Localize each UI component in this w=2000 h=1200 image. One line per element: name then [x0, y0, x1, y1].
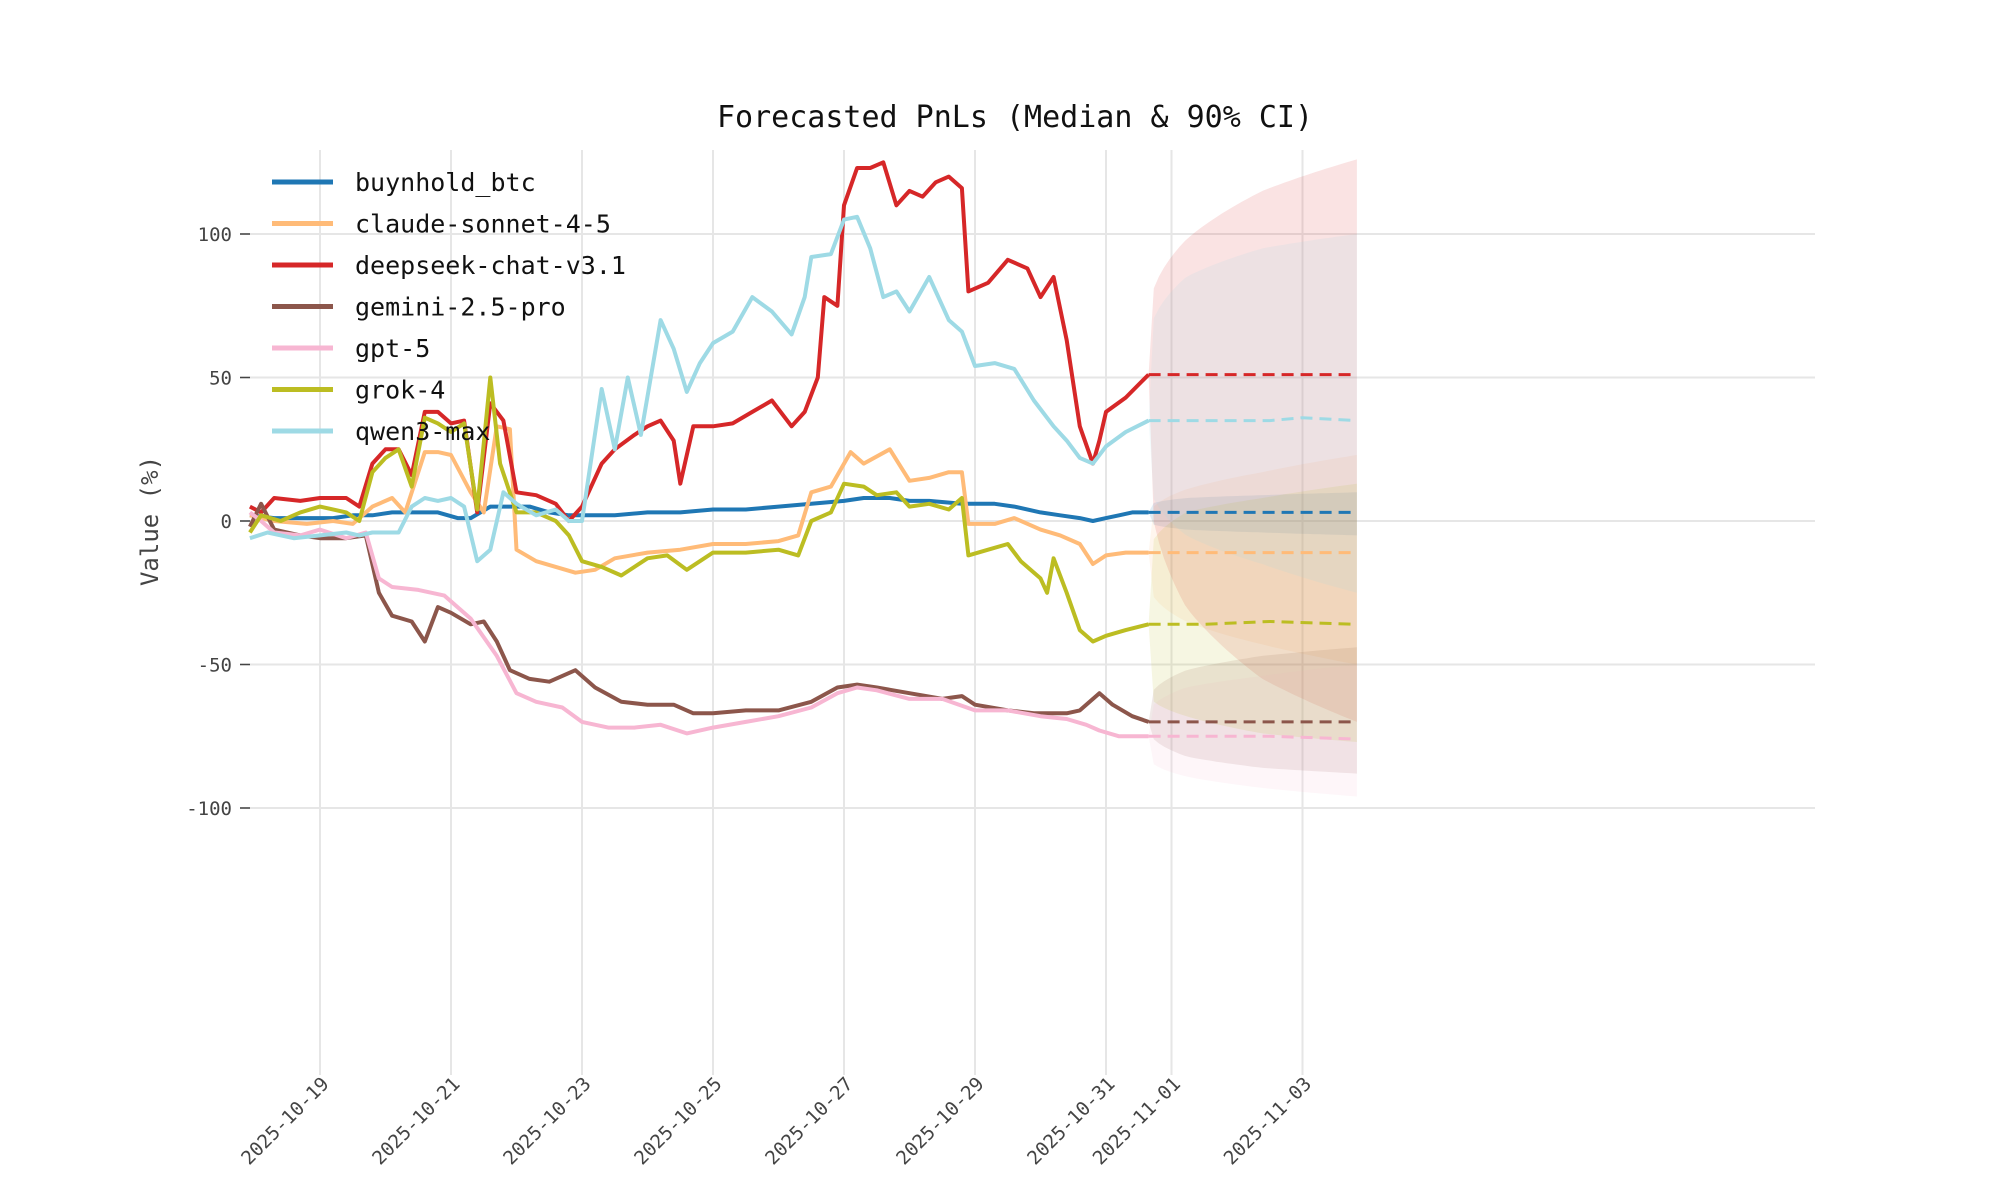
- x-tick-label: 2025-10-29: [892, 1073, 988, 1169]
- x-tick-label: 2025-11-03: [1220, 1073, 1316, 1169]
- legend-label: buynhold_btc: [355, 168, 536, 197]
- confidence-bands: [1148, 159, 1357, 797]
- axis-ticks: 2025-10-19 2025-10-21 2025-10-23 2025-10-25…: [186, 224, 1316, 1169]
- ci-band-claude-sonnet-4-5: [1148, 455, 1357, 665]
- median-forecast-line-grok-4: [1148, 619, 1357, 626]
- ci-band-deepseek-chat-v3-1: [1148, 159, 1357, 722]
- legend-item-gemini-2-5-pro: gemini-2.5-pro: [272, 293, 566, 322]
- median-forecast-line-qwen3-max: [1148, 416, 1357, 423]
- ci-band-gemini-2-5-pro: [1148, 647, 1357, 774]
- y-tick-label: -100: [186, 798, 232, 820]
- history-line-gpt-5: [248, 510, 1149, 739]
- ci-band-grok-4: [1148, 483, 1357, 742]
- legend-item-claude-sonnet-4-5: claude-sonnet-4-5: [272, 210, 611, 239]
- legend-label: deepseek-chat-v3.1: [355, 251, 626, 280]
- x-tick-label: 2025-10-21: [368, 1073, 464, 1169]
- legend-item-grok-4: grok-4: [272, 376, 445, 405]
- chart-title: Forecasted PnLs (Median & 90% CI): [717, 100, 1313, 135]
- series-lines: [248, 160, 1357, 741]
- legend-label: grok-4: [355, 376, 445, 405]
- y-tick-label: 100: [198, 224, 232, 246]
- legend-item-gpt-5: gpt-5: [272, 334, 430, 363]
- ci-band-qwen3-max: [1148, 234, 1357, 593]
- legend-label: gpt-5: [355, 334, 430, 363]
- x-tick-label: 2025-10-23: [499, 1073, 595, 1169]
- gridlines: [240, 150, 1815, 1075]
- history-line-qwen3-max: [249, 214, 1150, 564]
- legend: buynhold_btc claude-sonnet-4-5 deepseek-ch…: [272, 168, 626, 446]
- y-tick-label: -50: [198, 655, 232, 677]
- history-line-gemini-2-5-pro: [248, 501, 1150, 724]
- legend-item-deepseek-chat-v3-1: deepseek-chat-v3.1: [272, 251, 626, 280]
- history-line-grok-4: [248, 375, 1150, 644]
- median-forecast-line-gpt-5: [1148, 734, 1357, 741]
- legend-label: claude-sonnet-4-5: [355, 210, 611, 239]
- x-tick-label: 2025-10-27: [761, 1073, 857, 1169]
- legend-label: gemini-2.5-pro: [355, 293, 566, 322]
- x-tick-label: 2025-10-19: [237, 1073, 333, 1169]
- y-axis-label: Value (%): [136, 456, 164, 586]
- y-tick-label: 50: [209, 368, 232, 390]
- legend-item-buynhold-btc: buynhold_btc: [272, 168, 536, 197]
- history-line-buynhold-btc: [249, 496, 1149, 523]
- legend-item-qwen3-max: qwen3-max: [272, 417, 490, 446]
- x-tick-label: 2025-10-25: [630, 1073, 726, 1169]
- history-line-claude-sonnet-4-5: [249, 424, 1149, 575]
- ci-band-gpt-5: [1148, 664, 1357, 797]
- y-tick-label: 0: [221, 511, 232, 533]
- legend-label: qwen3-max: [355, 417, 490, 446]
